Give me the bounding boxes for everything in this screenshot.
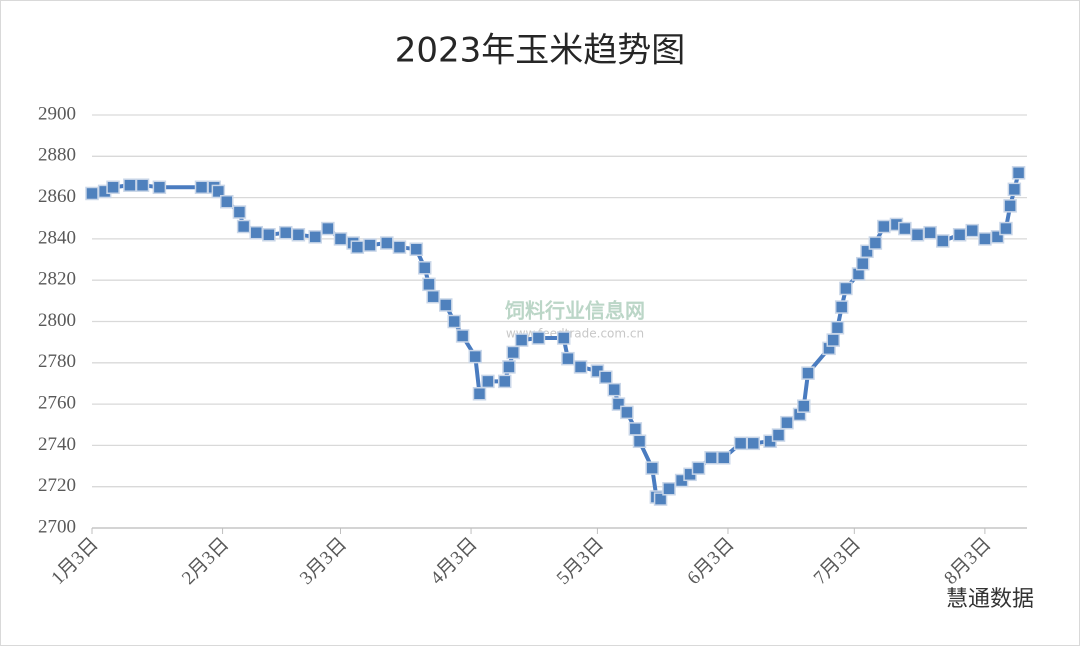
marker xyxy=(780,415,794,430)
marker xyxy=(662,482,676,496)
marker xyxy=(333,232,348,246)
marker xyxy=(801,366,815,380)
marker xyxy=(123,178,137,192)
y-tick-label: 2760 xyxy=(38,392,76,413)
y-tick-label: 2880 xyxy=(38,145,76,166)
marker xyxy=(417,261,432,275)
chart-title: 2023年玉米趋势图 xyxy=(395,31,686,71)
marker xyxy=(472,387,487,401)
marker xyxy=(135,178,150,192)
marker xyxy=(746,436,760,451)
marker xyxy=(439,298,453,312)
marker xyxy=(923,225,937,240)
y-tick-label: 2900 xyxy=(38,103,76,124)
marker xyxy=(194,180,209,195)
marker xyxy=(607,382,622,397)
y-tick-label: 2720 xyxy=(38,475,76,496)
marker xyxy=(877,219,891,234)
marker xyxy=(1003,199,1017,213)
marker xyxy=(965,223,979,238)
marker xyxy=(573,360,588,374)
marker xyxy=(556,331,571,345)
y-tick-label: 2860 xyxy=(38,186,76,207)
marker xyxy=(249,225,264,240)
marker xyxy=(704,451,718,465)
marker xyxy=(936,234,950,248)
marker xyxy=(632,434,647,449)
marker xyxy=(733,436,748,451)
marker xyxy=(797,399,811,413)
watermark: 饲料行业信息网 xyxy=(504,299,645,323)
marker xyxy=(455,329,470,343)
marker xyxy=(561,351,575,366)
marker xyxy=(363,238,377,252)
marker xyxy=(380,236,394,250)
marker xyxy=(771,428,786,442)
marker xyxy=(422,277,436,292)
marker xyxy=(236,219,251,234)
marker xyxy=(628,422,643,436)
marker xyxy=(497,374,512,389)
marker xyxy=(978,232,992,246)
marker xyxy=(308,230,322,244)
marker xyxy=(468,349,483,364)
marker xyxy=(392,240,407,254)
marker xyxy=(1007,182,1022,197)
marker xyxy=(691,461,706,475)
y-tick-label: 2740 xyxy=(38,434,76,455)
marker xyxy=(645,461,659,475)
watermark: 慧通数据 xyxy=(946,587,1034,612)
marker xyxy=(717,451,731,465)
marker xyxy=(620,405,634,420)
marker xyxy=(262,228,276,242)
marker xyxy=(220,194,234,209)
marker xyxy=(152,180,167,195)
marker xyxy=(653,492,668,506)
marker xyxy=(514,333,529,347)
marker xyxy=(599,370,613,385)
marker xyxy=(278,225,293,240)
marker xyxy=(999,221,1013,236)
marker xyxy=(481,374,495,389)
marker xyxy=(855,256,870,271)
marker xyxy=(898,221,912,236)
y-tick-label: 2700 xyxy=(38,516,76,537)
marker xyxy=(106,180,120,195)
marker xyxy=(826,333,841,347)
marker xyxy=(232,205,247,219)
marker xyxy=(291,228,306,242)
marker xyxy=(447,314,461,329)
marker xyxy=(1011,166,1026,180)
marker xyxy=(910,228,925,242)
marker xyxy=(350,240,365,254)
marker xyxy=(531,331,546,345)
marker xyxy=(830,320,845,335)
marker xyxy=(506,345,520,360)
marker xyxy=(839,281,853,296)
marker xyxy=(211,184,226,199)
marker xyxy=(426,289,440,304)
y-tick-label: 2820 xyxy=(38,269,76,290)
marker xyxy=(834,300,849,314)
marker xyxy=(409,242,424,256)
marker xyxy=(502,360,516,374)
marker xyxy=(85,186,99,201)
y-tick-label: 2840 xyxy=(38,227,76,248)
y-tick-label: 2780 xyxy=(38,351,76,372)
marker xyxy=(321,221,335,236)
y-tick-label: 2800 xyxy=(38,310,76,331)
marker xyxy=(952,228,967,242)
marker xyxy=(868,236,883,250)
